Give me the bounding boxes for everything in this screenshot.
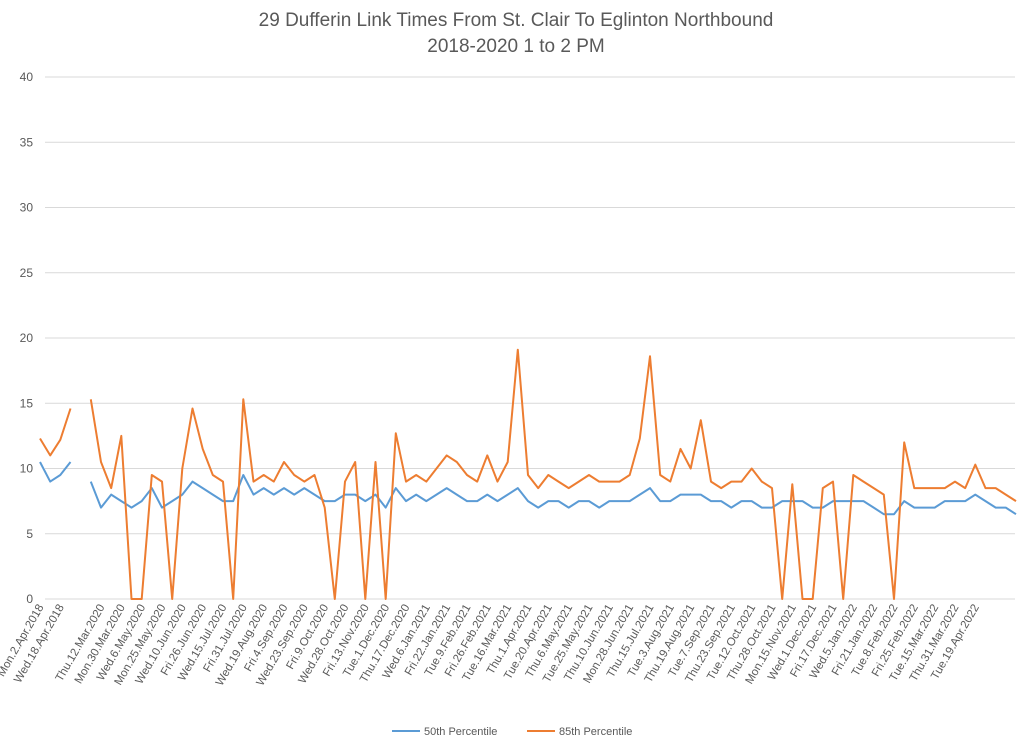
line-series [39,348,1017,600]
y-tick-label: 30 [20,201,34,215]
chart-title: 29 Dufferin Link Times From St. Clair To… [259,10,774,31]
y-tick-label: 15 [20,396,34,410]
y-tick-label: 10 [20,462,34,476]
legend-label: 50th Percentile [424,726,497,738]
y-tick-label: 20 [20,331,34,345]
line-series [39,461,1017,516]
y-tick-label: 40 [20,70,34,84]
legend-label: 85th Percentile [559,726,632,738]
y-tick-label: 25 [20,266,34,280]
y-tick-label: 0 [26,592,33,606]
y-tick-label: 5 [26,527,33,541]
chart-subtitle: 2018-2020 1 to 2 PM [427,36,604,57]
y-tick-label: 35 [20,135,34,149]
